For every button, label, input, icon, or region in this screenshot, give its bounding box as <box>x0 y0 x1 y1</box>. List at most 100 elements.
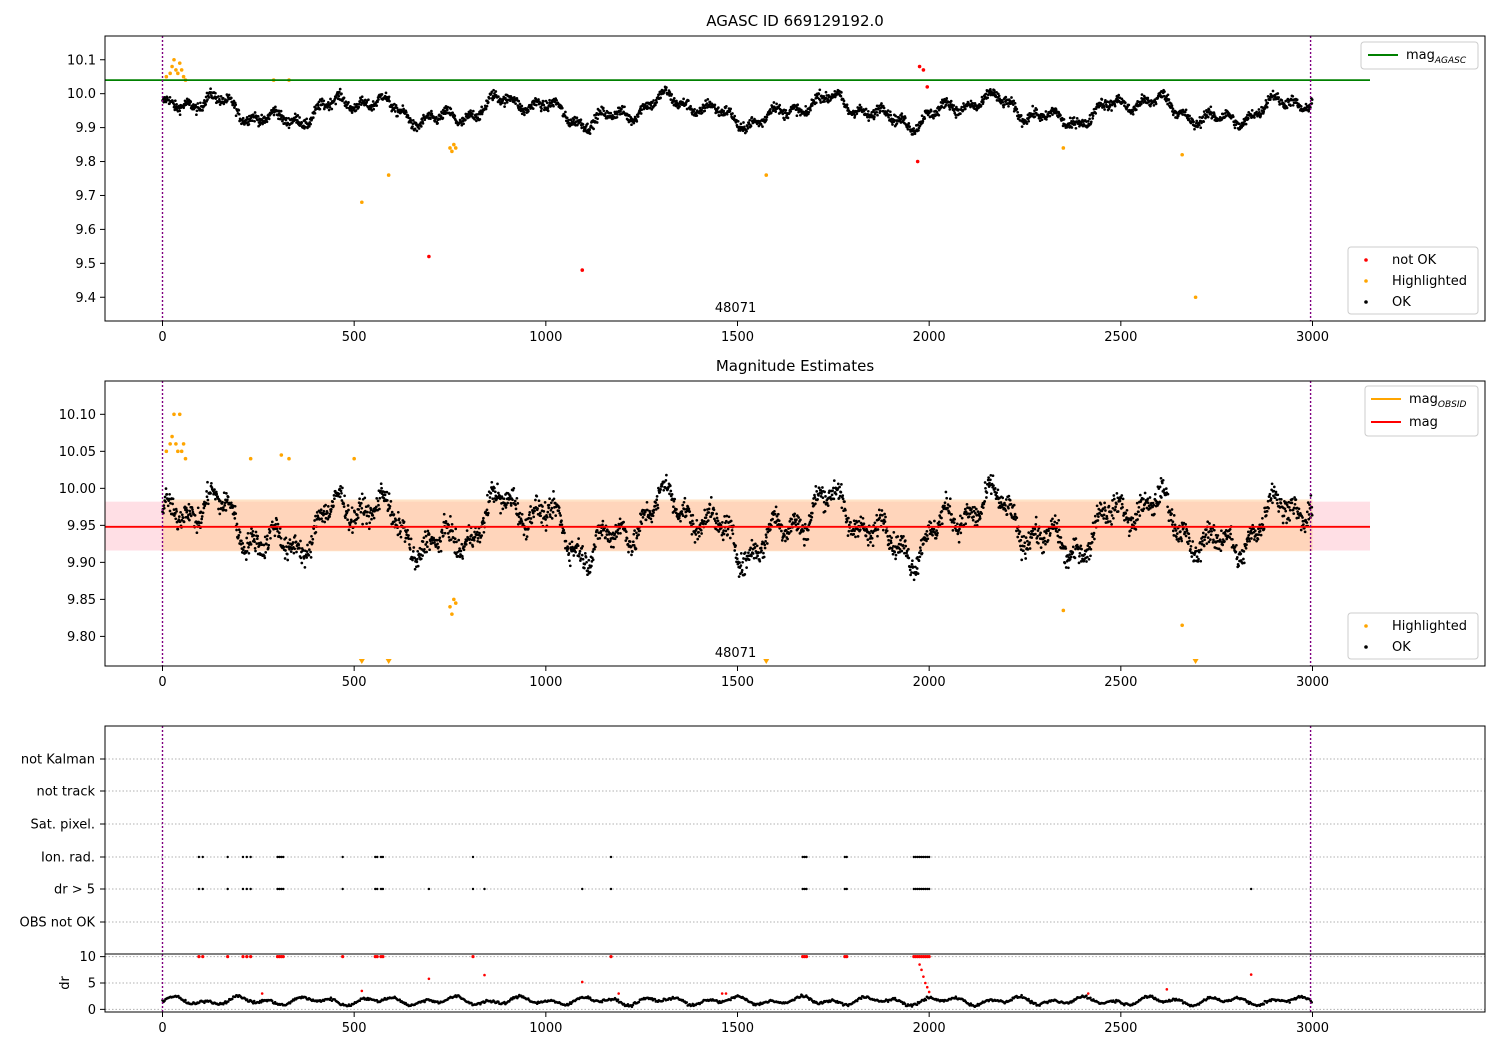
ok-point <box>1089 120 1093 124</box>
ok-point <box>803 522 807 526</box>
ok-point <box>368 521 372 525</box>
ok-point <box>1035 108 1039 111</box>
ok-point <box>397 517 401 521</box>
ok-point <box>834 492 838 496</box>
ok-point <box>527 109 530 113</box>
ok-point <box>486 511 490 515</box>
ok-point <box>872 117 876 121</box>
ok-point <box>714 521 718 525</box>
ok-point <box>493 486 496 490</box>
ok-point <box>350 111 354 114</box>
ok-point <box>776 512 780 516</box>
ok-point <box>665 473 668 477</box>
ok-point <box>769 111 773 115</box>
ok-point <box>1265 105 1269 109</box>
ok-point <box>1142 497 1145 501</box>
ok-point <box>546 107 550 110</box>
ok-point <box>729 107 733 111</box>
ok-point <box>195 109 199 113</box>
highlighted-point <box>1061 146 1066 150</box>
highlighted-point <box>386 173 391 177</box>
ok-point <box>1004 503 1007 507</box>
ok-point <box>937 520 941 524</box>
ok-point <box>195 531 199 535</box>
ok-point <box>415 129 419 133</box>
ok-point <box>984 92 988 96</box>
ok-point <box>1097 515 1100 518</box>
ok-point <box>857 519 861 523</box>
ok-point <box>904 544 908 548</box>
ok-point <box>1140 93 1144 96</box>
ok-point <box>237 528 241 532</box>
ok-point <box>237 533 241 537</box>
ok-point <box>455 540 458 544</box>
ok-point <box>743 573 747 576</box>
ok-point <box>604 536 607 539</box>
ok-point <box>537 499 541 503</box>
ok-point <box>1096 519 1100 522</box>
ok-point <box>923 117 927 120</box>
ok-point <box>638 109 642 113</box>
ok-point <box>1073 123 1077 126</box>
ok-point <box>652 511 655 514</box>
ok-point <box>790 517 793 521</box>
ok-point <box>641 516 645 519</box>
ok-point <box>471 545 475 548</box>
ok-point <box>388 504 392 508</box>
ok-point <box>864 534 868 538</box>
ok-point <box>704 99 707 102</box>
ok-point <box>797 110 800 114</box>
ok-point <box>934 536 938 540</box>
ok-point <box>678 105 681 108</box>
ok-point <box>1108 520 1112 523</box>
ok-point <box>893 550 897 554</box>
ok-point <box>633 529 636 532</box>
ok-point <box>471 109 475 113</box>
ok-point <box>201 109 204 112</box>
ok-point <box>575 116 579 120</box>
ok-point <box>644 518 648 522</box>
ok-point <box>817 494 820 497</box>
ok-point <box>739 564 743 567</box>
ok-point <box>729 519 733 523</box>
ok-point <box>520 112 524 116</box>
ok-point <box>320 97 324 101</box>
ok-point <box>1003 103 1006 106</box>
ok-point <box>215 492 219 496</box>
ok-point <box>980 95 984 99</box>
ok-point <box>1069 555 1073 559</box>
ok-point <box>449 515 452 518</box>
ok-point <box>243 123 246 126</box>
ok-point <box>636 115 640 118</box>
ok-point <box>724 105 728 108</box>
ok-point <box>1285 106 1289 110</box>
ok-point <box>957 540 961 544</box>
ok-point <box>333 497 336 501</box>
ok-point <box>593 547 596 551</box>
ok-point <box>1264 99 1268 102</box>
ok-point <box>419 557 423 561</box>
ok-point <box>270 110 274 114</box>
ok-point <box>413 567 417 571</box>
ok-point <box>532 515 536 519</box>
ok-point <box>493 490 497 494</box>
ok-point <box>795 114 799 118</box>
ok-point <box>557 506 561 509</box>
ok-point <box>849 521 852 524</box>
ok-point <box>235 528 238 532</box>
ok-point <box>1209 105 1213 109</box>
ok-point <box>876 528 880 531</box>
ok-point <box>715 516 719 520</box>
ok-point <box>948 504 952 508</box>
ok-point <box>539 109 543 113</box>
ok-point <box>324 503 327 507</box>
ok-point <box>222 102 226 106</box>
ok-point <box>1172 514 1176 517</box>
ok-point <box>453 114 457 118</box>
ok-point <box>840 506 844 510</box>
ok-point <box>547 506 551 510</box>
ok-point <box>269 536 272 540</box>
ok-point <box>1125 508 1129 512</box>
ok-point <box>1197 121 1201 125</box>
ok-point <box>1124 512 1128 515</box>
